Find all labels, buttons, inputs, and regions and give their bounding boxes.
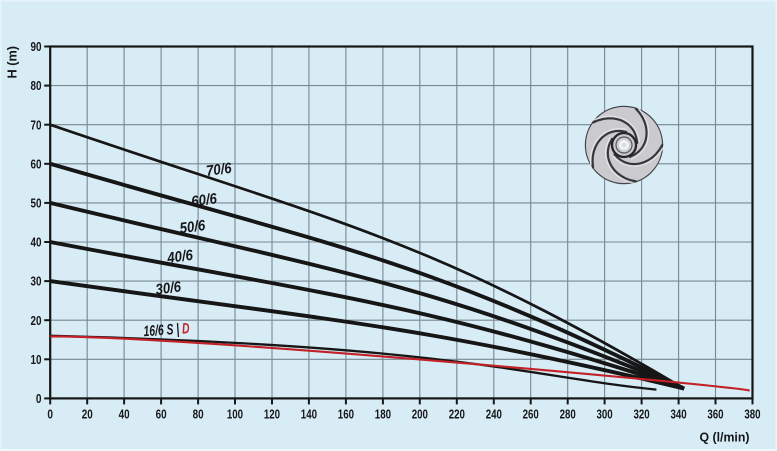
svg-text:60: 60 bbox=[31, 156, 42, 171]
svg-text:40: 40 bbox=[119, 406, 130, 421]
svg-text:20: 20 bbox=[82, 406, 93, 421]
svg-text:50: 50 bbox=[31, 196, 42, 211]
svg-text:160: 160 bbox=[338, 406, 354, 421]
svg-text:20: 20 bbox=[31, 313, 42, 328]
svg-text:Q (l/min): Q (l/min) bbox=[700, 429, 750, 444]
svg-text:180: 180 bbox=[375, 406, 391, 421]
svg-text:60/6: 60/6 bbox=[190, 190, 218, 210]
svg-text:80: 80 bbox=[31, 78, 42, 93]
svg-text:50/6: 50/6 bbox=[179, 217, 207, 237]
svg-text:340: 340 bbox=[671, 406, 687, 421]
svg-text:300: 300 bbox=[597, 406, 613, 421]
svg-text:140: 140 bbox=[301, 406, 317, 421]
svg-text:60: 60 bbox=[156, 406, 167, 421]
svg-text:120: 120 bbox=[264, 406, 280, 421]
svg-text:240: 240 bbox=[486, 406, 502, 421]
svg-text:100: 100 bbox=[227, 406, 243, 421]
svg-text:H (m): H (m) bbox=[5, 46, 20, 79]
svg-text:80: 80 bbox=[193, 406, 204, 421]
svg-text:0: 0 bbox=[47, 406, 53, 421]
svg-text:30: 30 bbox=[31, 274, 42, 289]
svg-text:0: 0 bbox=[36, 391, 42, 406]
svg-text:40: 40 bbox=[31, 235, 42, 250]
svg-text:40/6: 40/6 bbox=[165, 247, 194, 267]
svg-text:380: 380 bbox=[744, 406, 760, 421]
svg-text:360: 360 bbox=[707, 406, 723, 421]
svg-text:280: 280 bbox=[560, 406, 576, 421]
svg-text:260: 260 bbox=[523, 406, 539, 421]
svg-text:16/6 S | D: 16/6 S | D bbox=[143, 320, 190, 340]
svg-text:30/6: 30/6 bbox=[155, 278, 183, 298]
svg-text:90: 90 bbox=[31, 39, 42, 54]
svg-text:70/6: 70/6 bbox=[205, 160, 233, 180]
svg-text:320: 320 bbox=[634, 406, 650, 421]
svg-text:70: 70 bbox=[31, 117, 42, 132]
svg-text:220: 220 bbox=[449, 406, 465, 421]
svg-text:200: 200 bbox=[412, 406, 428, 421]
svg-text:10: 10 bbox=[31, 352, 42, 367]
